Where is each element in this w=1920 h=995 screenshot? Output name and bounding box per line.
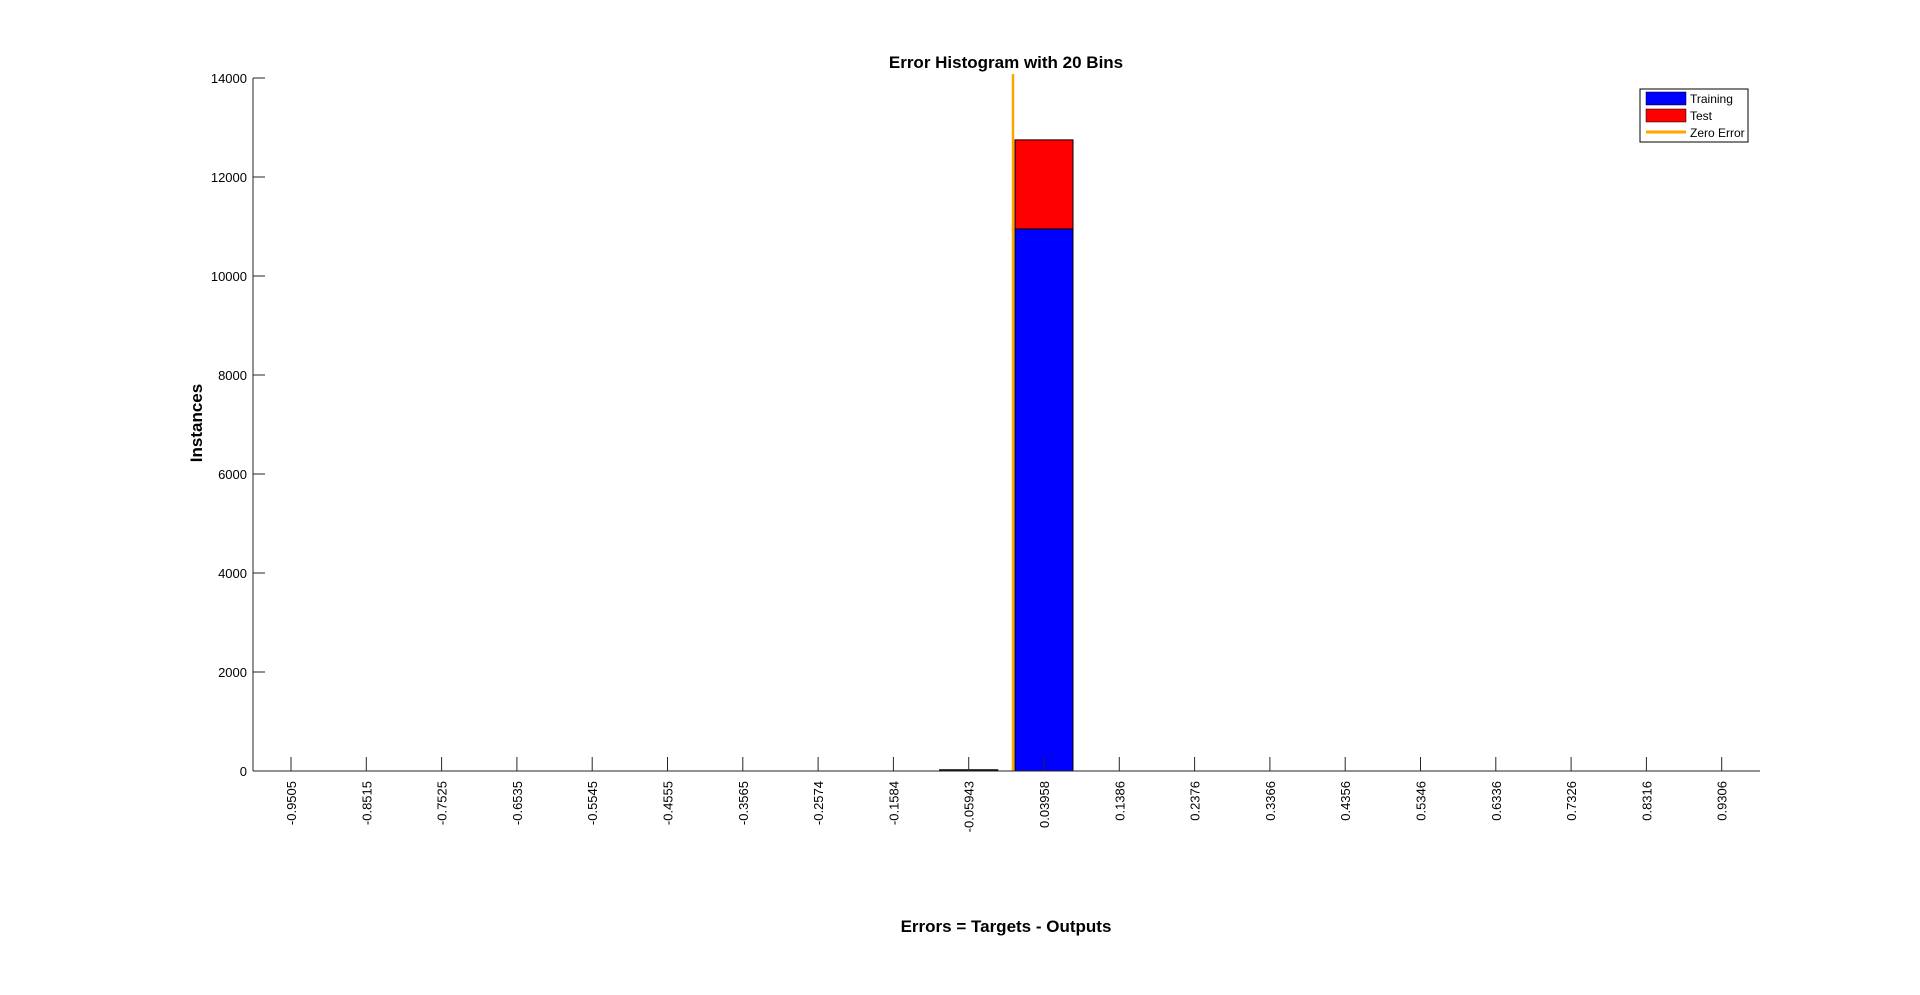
axes-layer: 0 2000 4000 6000 8000 10000 12000 14000 -0.9505 -… (211, 71, 1760, 832)
x-tick-label-5: -0.4555 (661, 781, 676, 825)
x-tick-label-12: 0.2376 (1188, 781, 1203, 821)
x-axis-label: Errors = Targets - Outputs (901, 917, 1112, 936)
x-tick-label-2: -0.7525 (435, 781, 450, 825)
y-tick-label-8000: 8000 (218, 368, 247, 383)
x-tick-label-13: 0.3366 (1263, 781, 1278, 821)
legend-zero-error-label: Zero Error (1690, 126, 1745, 140)
legend-test-swatch (1645, 108, 1687, 123)
y-tick-label-12000: 12000 (211, 170, 247, 185)
x-tick-label-17: 0.7326 (1564, 781, 1579, 821)
x-tick-label-9: -0.05943 (962, 781, 977, 832)
x-tick-label-6: -0.3565 (736, 781, 751, 825)
chart-title: Error Histogram with 20 Bins (889, 53, 1123, 72)
legend-training-swatch (1645, 91, 1687, 106)
x-tick-label-16: 0.6336 (1489, 781, 1504, 821)
y-tick-label-14000: 14000 (211, 71, 247, 86)
legend: Training Test Zero Error (1639, 88, 1749, 143)
y-tick-label-4000: 4000 (218, 566, 247, 581)
bar-test-10 (1014, 139, 1074, 230)
x-tick-label-10: 0.03958 (1037, 781, 1052, 828)
x-tick-label-7: -0.2574 (811, 781, 826, 825)
x-tick-label-18: 0.8316 (1639, 781, 1654, 821)
x-tick-label-1: -0.8515 (359, 781, 374, 825)
bars-layer (939, 139, 1074, 772)
x-tick-label-19: 0.9306 (1715, 781, 1730, 821)
legend-test-label: Test (1690, 109, 1713, 123)
x-tick-label-4: -0.5545 (585, 781, 600, 825)
y-tick-label-0: 0 (240, 764, 247, 779)
x-tick-label-8: -0.1584 (886, 781, 901, 825)
y-tick-label-2000: 2000 (218, 665, 247, 680)
y-axis-label: Instances (187, 384, 206, 462)
y-tick-label-10000: 10000 (211, 269, 247, 284)
x-tick-label-11: 0.1386 (1112, 781, 1127, 821)
legend-training-label: Training (1690, 92, 1733, 106)
x-tick-label-15: 0.5346 (1414, 781, 1429, 821)
y-tick-label-6000: 6000 (218, 467, 247, 482)
x-tick-label-0: -0.9505 (284, 781, 299, 825)
bar-training-10 (1014, 228, 1074, 772)
x-tick-label-3: -0.6535 (510, 781, 525, 825)
x-tick-label-14: 0.4356 (1338, 781, 1353, 821)
